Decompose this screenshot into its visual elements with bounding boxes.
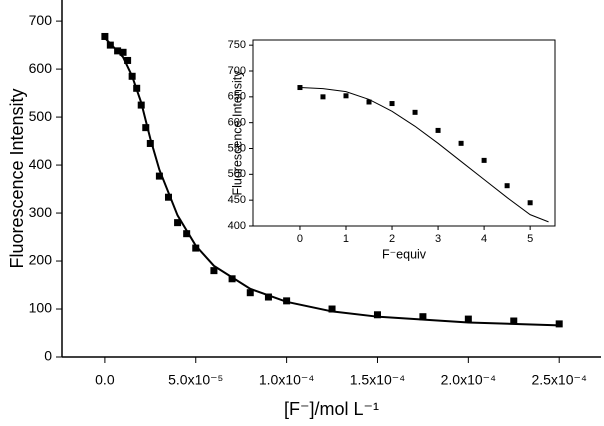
- data-point: [504, 183, 510, 189]
- y-tick-label: 500: [29, 108, 53, 124]
- x-tick-label: 4: [481, 233, 487, 245]
- x-tick-label: 2: [389, 233, 395, 245]
- data-point: [101, 32, 109, 40]
- x-tick-label: 3: [435, 233, 441, 245]
- data-point: [419, 313, 427, 321]
- data-point: [389, 101, 395, 107]
- y-axis-title: Fluorescence Intensity: [7, 88, 27, 268]
- data-point: [343, 93, 349, 99]
- y-tick-label: 400: [29, 156, 53, 172]
- data-point: [366, 99, 372, 105]
- data-point: [297, 85, 303, 91]
- data-point: [174, 219, 182, 227]
- data-point: [183, 230, 191, 238]
- plot-frame: [252, 39, 556, 227]
- x-tick-label: 0: [297, 233, 303, 245]
- y-axis-title: Fluorescence Intensity: [230, 70, 244, 196]
- fit-line: [104, 37, 560, 327]
- data-point: [264, 293, 272, 301]
- data-point: [146, 139, 154, 147]
- data-point: [555, 320, 563, 328]
- y-tick-label: 650: [228, 91, 246, 103]
- x-tick-label: 0.0: [95, 372, 115, 388]
- data-point: [142, 124, 150, 132]
- data-point: [124, 56, 132, 64]
- x-tick-label: 5: [527, 233, 533, 245]
- data-point: [164, 193, 172, 201]
- data-point: [412, 109, 418, 115]
- x-axis-title: F⁻equiv: [382, 247, 427, 261]
- y-tick-label: 500: [228, 168, 246, 180]
- data-point: [192, 244, 200, 252]
- y-tick-label: 700: [29, 12, 53, 28]
- data-point: [510, 317, 518, 325]
- data-point: [373, 311, 381, 319]
- x-tick-label: 2.0x10⁻⁴: [441, 372, 496, 388]
- data-point: [328, 305, 336, 313]
- y-tick-label: 400: [228, 220, 246, 232]
- y-tick-label: 550: [228, 142, 246, 154]
- data-point: [228, 275, 236, 283]
- fit-line: [299, 87, 549, 223]
- x-tick-label: 1.0x10⁻⁴: [259, 372, 314, 388]
- data-point: [527, 200, 533, 206]
- data-point: [320, 94, 326, 100]
- y-tick-label: 750: [228, 39, 246, 51]
- y-tick-label: 450: [228, 194, 246, 206]
- data-point: [210, 267, 218, 275]
- x-tick-label: 5.0x10⁻⁵: [168, 372, 223, 388]
- y-tick-label: 100: [29, 300, 53, 316]
- y-tick-label: 600: [228, 117, 246, 129]
- y-tick-label: 200: [29, 252, 53, 268]
- y-tick-label: 700: [228, 65, 246, 77]
- y-tick-label: 600: [29, 60, 53, 76]
- y-tick-label: 300: [29, 204, 53, 220]
- x-axis-title: [F⁻]/mol L⁻¹: [284, 399, 379, 419]
- data-point: [155, 172, 163, 180]
- data-point: [246, 289, 254, 297]
- data-point: [435, 127, 441, 133]
- y-tick-label: 0: [44, 348, 52, 364]
- x-tick-label: 1: [343, 233, 349, 245]
- x-tick-label: 2.5x10⁻⁴: [531, 372, 586, 388]
- x-tick-label: 1.5x10⁻⁴: [350, 372, 405, 388]
- data-point: [458, 140, 464, 146]
- data-point: [464, 315, 472, 323]
- data-point: [119, 48, 127, 56]
- data-point: [481, 157, 487, 163]
